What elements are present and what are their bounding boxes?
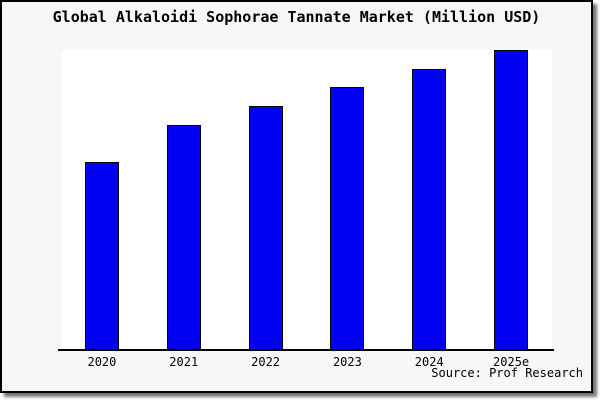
x-tick-label-2021: 2021 (169, 355, 199, 369)
x-axis-labels: 2020 2021 2022 2023 2024 2025e (61, 355, 552, 371)
x-tick-label-2020: 2020 (87, 355, 117, 369)
bar-2024 (412, 69, 447, 350)
source-credit: Source: Prof Research (431, 366, 583, 380)
x-tick-label-2024: 2024 (414, 355, 444, 369)
chart-frame: Global Alkaloidi Sophorae Tannate Market… (0, 0, 593, 393)
x-tick-label-2023: 2023 (332, 355, 362, 369)
bar-2021 (166, 125, 201, 350)
x-tick-label-2025e: 2025e (493, 355, 530, 369)
bar-2020 (84, 162, 119, 350)
x-tick-label-2022: 2022 (251, 355, 281, 369)
bar-2022 (248, 105, 283, 350)
plot-area (61, 50, 552, 350)
chart-title: Global Alkaloidi Sophorae Tannate Market… (52, 8, 541, 26)
bar-2025e (494, 50, 529, 350)
x-axis-line (58, 349, 554, 351)
bar-2023 (330, 87, 365, 350)
